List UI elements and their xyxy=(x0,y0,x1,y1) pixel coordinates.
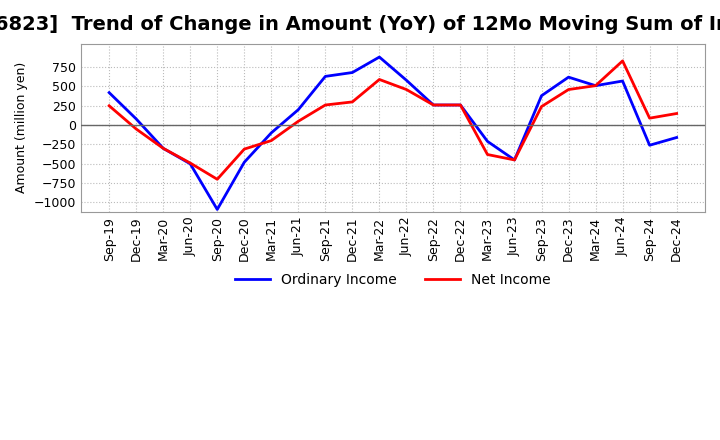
Ordinary Income xyxy=(402,77,410,83)
Ordinary Income xyxy=(375,55,384,60)
Net Income xyxy=(105,103,114,108)
Net Income xyxy=(294,119,302,124)
Net Income xyxy=(429,103,438,108)
Ordinary Income xyxy=(672,135,681,140)
Ordinary Income xyxy=(105,90,114,95)
Net Income xyxy=(402,87,410,92)
Net Income xyxy=(456,103,465,108)
Ordinary Income xyxy=(321,74,330,79)
Net Income xyxy=(645,116,654,121)
Net Income xyxy=(348,99,356,105)
Ordinary Income xyxy=(537,93,546,99)
Ordinary Income xyxy=(240,160,248,165)
Line: Ordinary Income: Ordinary Income xyxy=(109,57,677,209)
Y-axis label: Amount (million yen): Amount (million yen) xyxy=(15,62,28,194)
Net Income xyxy=(510,157,519,162)
Net Income xyxy=(564,87,573,92)
Net Income xyxy=(537,104,546,109)
Ordinary Income xyxy=(483,139,492,144)
Legend: Ordinary Income, Net Income: Ordinary Income, Net Income xyxy=(230,267,556,292)
Ordinary Income xyxy=(348,70,356,75)
Net Income xyxy=(240,147,248,152)
Ordinary Income xyxy=(564,74,573,80)
Ordinary Income xyxy=(591,83,600,88)
Title: [6823]  Trend of Change in Amount (YoY) of 12Mo Moving Sum of Incomes: [6823] Trend of Change in Amount (YoY) o… xyxy=(0,15,720,34)
Net Income xyxy=(132,126,140,132)
Ordinary Income xyxy=(618,78,627,84)
Net Income xyxy=(321,103,330,108)
Net Income xyxy=(186,161,194,166)
Ordinary Income xyxy=(456,103,465,108)
Ordinary Income xyxy=(213,207,222,212)
Ordinary Income xyxy=(159,146,168,151)
Ordinary Income xyxy=(429,103,438,108)
Net Income xyxy=(618,58,627,63)
Ordinary Income xyxy=(267,130,276,136)
Ordinary Income xyxy=(186,161,194,166)
Ordinary Income xyxy=(294,107,302,112)
Ordinary Income xyxy=(510,157,519,162)
Net Income xyxy=(267,138,276,143)
Net Income xyxy=(672,111,681,116)
Ordinary Income xyxy=(645,143,654,148)
Ordinary Income xyxy=(132,116,140,121)
Net Income xyxy=(591,83,600,88)
Net Income xyxy=(213,176,222,182)
Line: Net Income: Net Income xyxy=(109,61,677,179)
Net Income xyxy=(159,146,168,151)
Net Income xyxy=(483,152,492,157)
Net Income xyxy=(375,77,384,82)
